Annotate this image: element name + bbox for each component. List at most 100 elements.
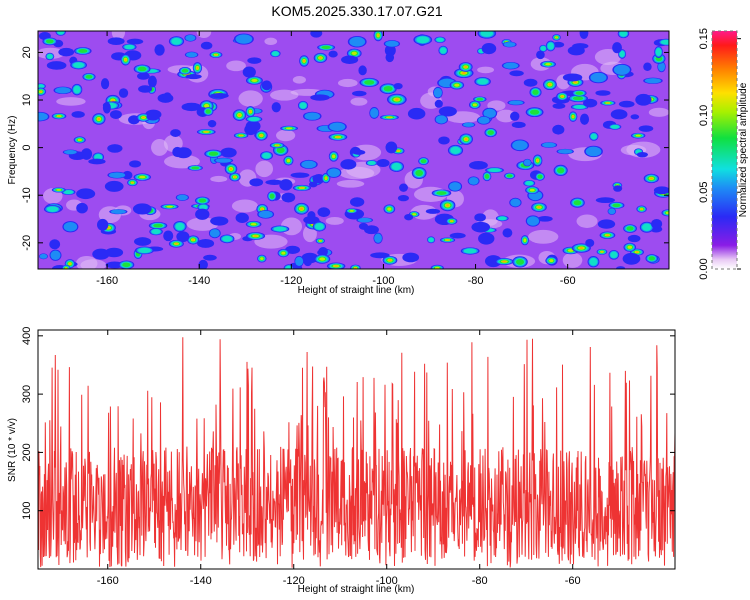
- spectrogram-blob: [449, 182, 461, 191]
- colorbar-label: Normalized spectral amplitude: [738, 82, 749, 217]
- spectrogram-blob: [258, 210, 273, 218]
- spectrogram-blob: [210, 92, 229, 99]
- spectrogram-blob: [480, 31, 494, 37]
- spectrogram-blob: [170, 129, 181, 137]
- spectrogram-blob: [352, 149, 366, 155]
- spectrogram-blob: [203, 254, 217, 261]
- spectrogram-blob: [253, 235, 258, 237]
- spectrogram-blob: [279, 179, 293, 191]
- snr-x-axis: -160 -140 -120 -100 -80 -60: [97, 330, 581, 587]
- spectrogram-blob: [108, 172, 126, 178]
- spectrogram-blob: [214, 54, 218, 56]
- spectrogram-blob: [589, 257, 598, 266]
- colorbar-ticks: 0.00 0.05 0.10 0.15: [698, 28, 741, 280]
- spectrogram-blob: [327, 168, 341, 178]
- spectrogram-blob: [110, 209, 127, 214]
- spectrogram-blob: [370, 252, 390, 259]
- spectrogram-blob: [303, 254, 313, 267]
- spectrogram-blob: [572, 96, 584, 101]
- spectrogram-blob: [56, 188, 62, 191]
- spectrogram-blob: [657, 61, 666, 72]
- spectrogram-blob: [200, 41, 213, 50]
- colorbar-frame: [711, 30, 738, 270]
- spectrogram-blob: [97, 218, 109, 231]
- spectrogram-blob: [412, 213, 417, 216]
- spectrogram-low-patch: [276, 129, 296, 142]
- spectrogram-blob: [245, 120, 261, 133]
- spectrogram-blob: [626, 226, 634, 231]
- spectrogram-blob: [387, 207, 392, 211]
- spectrogram-blob: [276, 147, 285, 154]
- spectrogram-blob: [262, 152, 271, 159]
- spectrogram-blob: [285, 265, 293, 269]
- spectrogram-blob: [57, 31, 65, 35]
- spectrogram-blob: [655, 47, 662, 57]
- spectrogram-blob: [388, 259, 392, 262]
- snr-x-tick-label: -120: [283, 575, 305, 587]
- spectrogram-blob: [132, 203, 152, 215]
- snr-x-tick-label: -160: [97, 575, 119, 587]
- spectrogram-blob: [557, 149, 573, 154]
- spectrogram-blob: [383, 85, 393, 92]
- spectrogram-low-patch: [528, 229, 559, 244]
- spectrogram-blob: [319, 240, 322, 242]
- spectrogram-blob: [300, 187, 304, 189]
- snr-x-tick-label: -140: [190, 575, 212, 587]
- spectrogram-blob: [142, 116, 145, 119]
- spectrogram-blob: [122, 262, 131, 268]
- spectrogram-blob: [481, 43, 497, 55]
- spectrogram-blob: [526, 216, 540, 226]
- spectrogram-blob: [644, 78, 662, 84]
- spectrogram-blob: [462, 122, 475, 127]
- figure-title: KOM5.2025.330.17.07.G21: [271, 3, 442, 19]
- spectrogram-blob: [364, 80, 375, 85]
- spectrogram-blob: [71, 111, 85, 118]
- spectrogram-blob: [446, 239, 450, 241]
- spectrogram-blob: [643, 62, 652, 71]
- spectrogram-blob: [536, 159, 539, 162]
- spectrogram-blob: [556, 167, 565, 174]
- spectrogram-blob: [76, 202, 88, 214]
- spectrogram-blob: [222, 235, 233, 242]
- spectrogram-y-tick-label: -10: [21, 187, 33, 203]
- snr-y-axis: 100 200 300 400: [21, 327, 675, 520]
- spectrogram-blob: [450, 146, 461, 155]
- spectrogram-blob: [301, 160, 317, 169]
- spectrogram-blob: [208, 151, 219, 156]
- spectrogram-blob: [402, 252, 420, 263]
- spectrogram-blob: [88, 158, 106, 165]
- spectrogram-blob: [610, 124, 620, 129]
- spectrogram-blob: [385, 141, 398, 154]
- spectrogram-blob: [503, 42, 516, 47]
- spectrogram-blob: [549, 259, 554, 263]
- snr-series-line: [38, 337, 675, 568]
- spectrogram-blob: [476, 78, 489, 85]
- spectrogram-low-patch: [325, 217, 344, 225]
- spectrogram-blob: [635, 134, 641, 137]
- spectrogram-blob: [199, 204, 208, 210]
- spectrogram-blob: [573, 105, 586, 109]
- spectrogram-blob: [545, 63, 551, 66]
- spectrogram-low-patch: [210, 175, 228, 183]
- spectrogram-blob: [608, 208, 616, 215]
- spectrogram-blob: [615, 266, 626, 269]
- spectrogram-blob: [181, 68, 189, 73]
- spectrogram-y-tick-label: 0: [21, 145, 33, 151]
- spectrogram-blob: [525, 181, 534, 186]
- spectrogram-low-patch: [562, 252, 583, 268]
- spectrogram-blob: [385, 52, 395, 63]
- spectrogram-low-patch: [75, 255, 98, 269]
- spectrogram-x-tick-label: -80: [468, 275, 484, 287]
- spectrogram-blob: [248, 117, 260, 122]
- spectrogram-blob: [595, 90, 611, 96]
- snr-y-tick-label: 400: [21, 327, 33, 345]
- spectrogram-blob: [281, 192, 296, 203]
- spectrogram-blob: [537, 174, 543, 179]
- spectrogram-blob: [384, 44, 396, 57]
- spectrogram-blob: [46, 61, 67, 70]
- spectrogram-blob: [233, 176, 237, 178]
- spectrogram-blob: [329, 122, 346, 131]
- spectrogram-low-patch: [350, 97, 368, 106]
- spectrogram-blob: [131, 181, 134, 184]
